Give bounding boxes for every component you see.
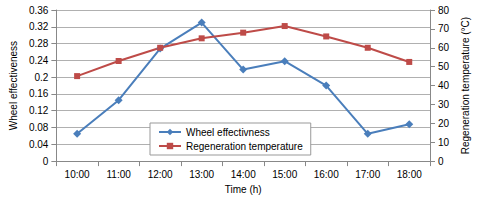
svg-text:0.24: 0.24 (29, 55, 49, 66)
svg-text:40: 40 (438, 80, 450, 91)
svg-text:14:00: 14:00 (231, 169, 256, 180)
svg-text:50: 50 (438, 61, 450, 72)
svg-text:15:00: 15:00 (272, 169, 297, 180)
svg-text:Wheel effectiveness: Wheel effectiveness (8, 41, 19, 130)
svg-text:Regeneration temperature (°C): Regeneration temperature (°C) (460, 17, 471, 154)
svg-text:17:00: 17:00 (355, 169, 380, 180)
svg-text:16:00: 16:00 (314, 169, 339, 180)
svg-text:0.36: 0.36 (29, 5, 49, 16)
svg-text:Wheel effectivness: Wheel effectivness (186, 127, 270, 138)
svg-text:Regeneration temperature: Regeneration temperature (186, 141, 303, 152)
svg-text:10: 10 (438, 137, 450, 148)
svg-text:12:00: 12:00 (148, 169, 173, 180)
svg-text:0.32: 0.32 (29, 21, 49, 32)
svg-text:0: 0 (43, 156, 49, 167)
svg-text:70: 70 (438, 23, 450, 34)
svg-text:30: 30 (438, 99, 450, 110)
svg-text:0.2: 0.2 (34, 72, 48, 83)
svg-text:80: 80 (438, 5, 450, 16)
svg-text:20: 20 (438, 118, 450, 129)
svg-text:0.28: 0.28 (29, 38, 49, 49)
svg-text:0.04: 0.04 (29, 139, 49, 150)
svg-text:0.16: 0.16 (29, 88, 49, 99)
svg-text:13:00: 13:00 (189, 169, 214, 180)
svg-text:Time (h): Time (h) (225, 184, 262, 195)
svg-text:0: 0 (438, 156, 444, 167)
svg-text:10:00: 10:00 (65, 169, 90, 180)
svg-text:0.08: 0.08 (29, 122, 49, 133)
svg-text:0.12: 0.12 (29, 105, 49, 116)
svg-text:60: 60 (438, 42, 450, 53)
svg-text:11:00: 11:00 (106, 169, 131, 180)
svg-text:18:00: 18:00 (397, 169, 422, 180)
